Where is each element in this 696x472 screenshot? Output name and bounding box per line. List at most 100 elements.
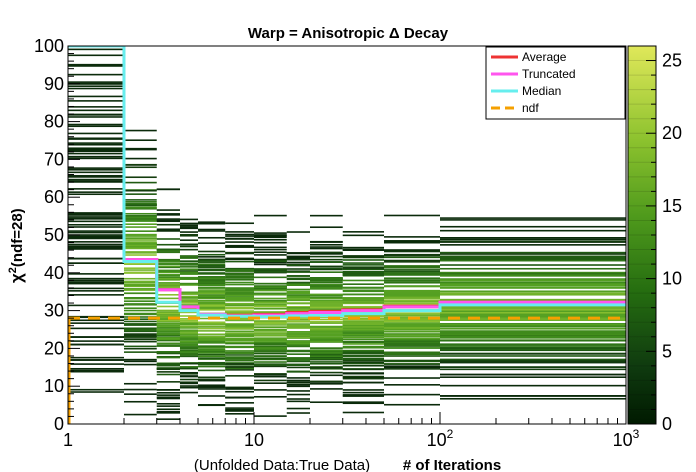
z-tick-label: 10 <box>662 269 682 289</box>
heatmap-band <box>342 401 385 403</box>
heatmap-band <box>179 385 199 387</box>
heatmap-band <box>286 370 310 373</box>
heatmap-band <box>123 163 157 166</box>
heatmap-band <box>68 100 124 102</box>
heatmap-band <box>68 290 124 292</box>
heatmap-band <box>309 354 343 357</box>
heatmap-band <box>342 264 385 266</box>
heatmap-band <box>68 125 124 128</box>
heatmap-band <box>225 235 254 237</box>
heatmap-band <box>309 374 343 377</box>
heatmap-band <box>179 299 199 301</box>
heatmap-band <box>225 410 254 412</box>
heatmap-band <box>198 296 226 299</box>
heatmap-band <box>384 281 440 284</box>
heatmap-band <box>225 252 254 255</box>
heatmap-band <box>342 314 385 317</box>
heatmap-band <box>198 236 226 239</box>
heatmap-band <box>123 242 157 245</box>
heatmap-band <box>309 349 343 352</box>
heatmap-band <box>179 343 199 345</box>
heatmap-band <box>123 212 157 215</box>
heatmap-band <box>309 328 343 331</box>
heatmap-band <box>384 329 440 331</box>
heatmap-band <box>156 345 180 347</box>
heatmap-band <box>68 262 124 264</box>
heatmap-band <box>342 364 385 367</box>
heatmap-band <box>179 381 199 384</box>
heatmap-band <box>309 271 343 273</box>
heatmap-band <box>440 308 626 311</box>
heatmap-band <box>123 176 157 179</box>
heatmap-band <box>198 265 226 267</box>
heatmap-band <box>68 155 124 158</box>
heatmap-band <box>68 220 124 223</box>
heatmap-band <box>384 302 440 304</box>
heatmap-band <box>179 227 199 230</box>
heatmap-band <box>156 402 180 405</box>
x-tick-label: 103 <box>613 427 640 450</box>
heatmap-band <box>342 351 385 353</box>
heatmap-band <box>156 330 180 333</box>
heatmap-band <box>198 242 226 244</box>
heatmap-band <box>254 363 287 365</box>
heatmap-band <box>156 285 180 288</box>
heatmap-band <box>123 329 157 332</box>
legend-label-ndf: ndf <box>522 101 539 115</box>
legend-label-truncated: Truncated <box>522 67 576 81</box>
heatmap-band <box>68 234 124 236</box>
heatmap-band <box>179 297 199 299</box>
heatmap-band <box>440 258 626 260</box>
heatmap-band <box>156 249 180 252</box>
heatmap-band <box>286 326 310 329</box>
heatmap-band <box>225 327 254 330</box>
heatmap-band <box>198 277 226 280</box>
heatmap-band <box>342 331 385 334</box>
heatmap-band <box>254 289 287 292</box>
heatmap-band <box>123 199 157 201</box>
heatmap-band <box>286 340 310 342</box>
heatmap-band <box>440 292 626 294</box>
heatmap-band <box>123 309 157 312</box>
heatmap-band <box>68 388 124 391</box>
heatmap-band <box>198 253 226 256</box>
heatmap-band <box>156 248 180 251</box>
heatmap-band <box>342 297 385 300</box>
heatmap-band <box>225 268 254 271</box>
heatmap-band <box>440 287 626 289</box>
heatmap-band <box>156 266 180 269</box>
heatmap-band <box>68 230 124 232</box>
heatmap-band <box>309 288 343 290</box>
heatmap-band <box>440 225 626 228</box>
heatmap-band <box>225 367 254 370</box>
heatmap-band <box>68 322 124 324</box>
heatmap-band <box>179 266 199 268</box>
heatmap-band <box>286 393 310 396</box>
heatmap-band <box>156 327 180 329</box>
heatmap-band <box>286 398 310 400</box>
heatmap-band <box>309 322 343 324</box>
heatmap-band <box>286 377 310 379</box>
heatmap-band <box>286 271 310 273</box>
heatmap-band <box>384 314 440 317</box>
heatmap-band <box>225 283 254 286</box>
heatmap-band <box>225 288 254 291</box>
heatmap-band <box>198 228 226 231</box>
heatmap-band <box>123 330 157 333</box>
heatmap-band <box>225 302 254 305</box>
heatmap-band <box>254 276 287 279</box>
heatmap-band <box>440 310 626 313</box>
heatmap-band <box>254 246 287 249</box>
heatmap-band <box>384 299 440 301</box>
heatmap-band <box>254 259 287 261</box>
heatmap-band <box>254 260 287 262</box>
heatmap-band <box>123 285 157 287</box>
heatmap-band <box>156 277 180 279</box>
heatmap-band <box>225 357 254 360</box>
heatmap-band <box>342 248 385 251</box>
heatmap-band <box>198 357 226 360</box>
heatmap-band <box>254 232 287 234</box>
heatmap-band <box>123 360 157 363</box>
heatmap-band <box>225 294 254 297</box>
heatmap-band <box>384 261 440 263</box>
